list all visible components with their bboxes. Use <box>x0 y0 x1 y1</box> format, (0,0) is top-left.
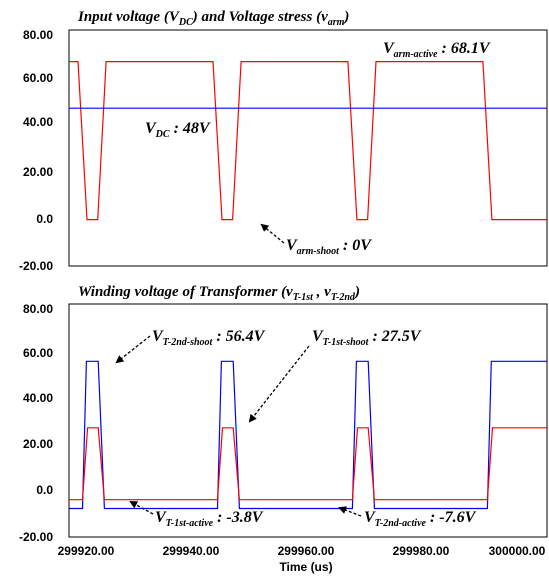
top-chart: Input voltage (VDC) and Voltage stress (… <box>19 9 548 273</box>
bottom-xtick-label: 299980.00 <box>393 544 450 558</box>
arrow-v-t2-shoot <box>115 335 151 364</box>
bottom-chart-title: Winding voltage of Transformer (vT-1st ,… <box>78 284 360 303</box>
annotation-v-t2-shoot: VT-2nd-shoot : 56.4V <box>152 328 266 348</box>
bottom-series-v-t1 <box>69 427 547 501</box>
arrow-v-t1-shoot <box>248 345 310 423</box>
arrow-v-t2-active <box>338 506 362 517</box>
bottom-ytick-label: 40.00 <box>23 391 53 405</box>
bottom-ytick-label: 80.00 <box>23 302 53 316</box>
top-ytick-label: 80.00 <box>23 28 53 42</box>
bottom-ytick-label: 20.00 <box>23 437 53 451</box>
arrow-v-arm-shoot <box>260 223 285 244</box>
bottom-ytick-label: 60.00 <box>23 346 53 360</box>
bottom-y-axis: 80.00 60.00 40.00 20.00 0.0 -20.00 <box>19 302 53 544</box>
top-series-v-arm <box>69 60 547 221</box>
bottom-ytick-label: 0.0 <box>36 483 53 497</box>
bottom-xtick-label: 299920.00 <box>58 544 115 558</box>
bottom-series-v-t2 <box>69 360 547 510</box>
bottom-xtick-label: 300000.00 <box>489 544 546 558</box>
top-ytick-label: 20.00 <box>23 165 53 179</box>
bottom-x-axis: 299920.00 299940.00 299960.00 299980.00 … <box>58 544 546 574</box>
bottom-series-group <box>69 360 547 510</box>
annotation-v-dc: VDC : 48V <box>145 120 211 140</box>
bottom-xtick-label: 299940.00 <box>163 544 220 558</box>
top-ytick-label: 60.00 <box>23 71 53 85</box>
top-plot-frame <box>68 29 548 267</box>
top-ytick-label: -20.00 <box>19 259 53 273</box>
top-ytick-label: 40.00 <box>23 115 53 129</box>
bottom-plot-frame <box>68 303 548 538</box>
bottom-chart: Winding voltage of Transformer (vT-1st ,… <box>19 284 548 574</box>
x-axis-label: Time (us) <box>279 560 332 574</box>
top-ytick-label: 0.0 <box>36 212 53 226</box>
top-series-group <box>69 60 547 221</box>
annotation-v-arm-active: Varm-active : 68.1V <box>383 40 491 60</box>
annotation-v-t1-active: VT-1st-active : -3.8V <box>155 509 264 529</box>
arrow-v-t1-active <box>129 501 154 515</box>
top-chart-title: Input voltage (VDC) and Voltage stress (… <box>77 9 349 28</box>
bottom-xtick-label: 299960.00 <box>278 544 335 558</box>
top-y-axis: 80.00 60.00 40.00 20.00 0.0 -20.00 <box>19 28 53 273</box>
annotation-v-t2-active: VT-2nd-active : -7.6V <box>364 509 477 529</box>
bottom-ytick-label: -20.00 <box>19 530 53 544</box>
annotation-v-t1-shoot: VT-1st-shoot : 27.5V <box>312 328 422 348</box>
annotation-v-arm-shoot: Varm-shoot : 0V <box>286 237 372 257</box>
